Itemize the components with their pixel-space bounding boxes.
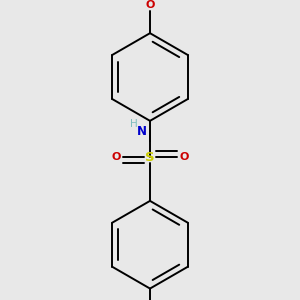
Text: O: O <box>111 152 121 162</box>
Text: S: S <box>145 151 155 164</box>
Text: O: O <box>179 152 189 162</box>
Text: O: O <box>145 0 155 10</box>
Text: H: H <box>130 119 138 129</box>
Text: N: N <box>137 124 147 138</box>
